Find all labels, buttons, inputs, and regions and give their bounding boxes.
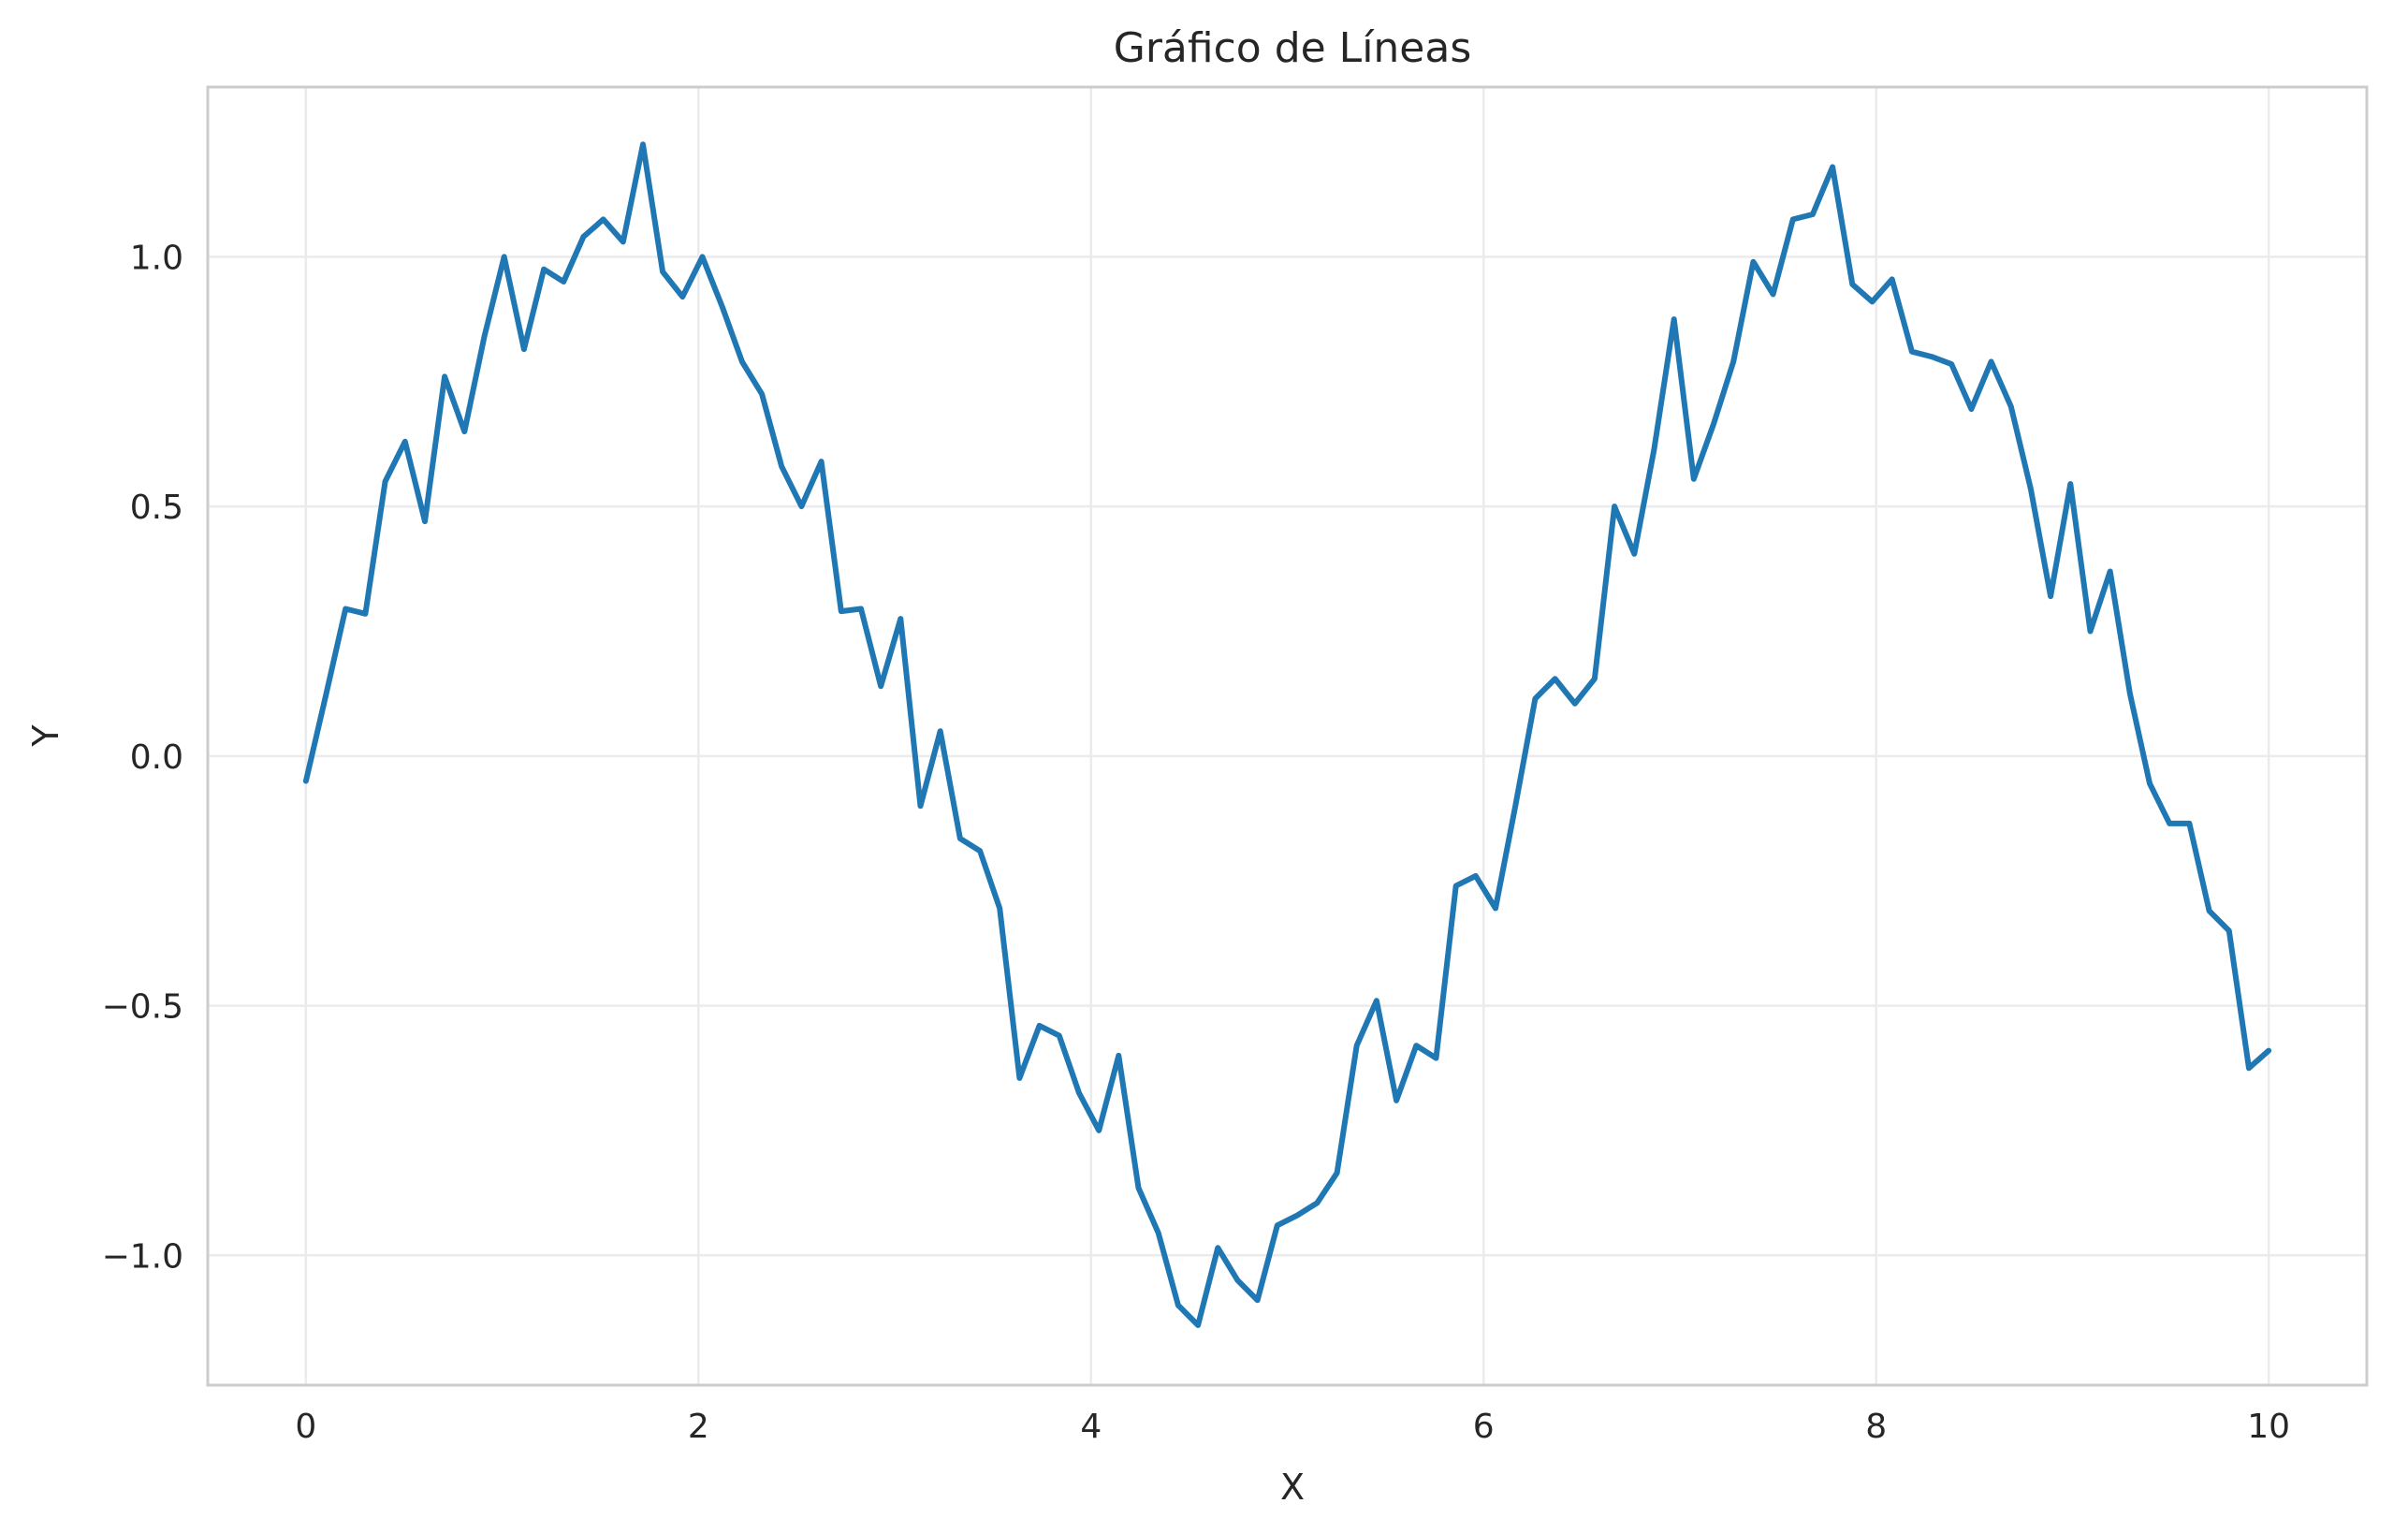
x-tick-label: 0 [295,1408,316,1446]
series-layer [302,141,2272,1328]
y-axis-ticks: −1.0 −0.5 0.0 0.5 1.0 [102,239,183,1276]
x-tick-label: 10 [2247,1408,2290,1446]
grid-lines [208,87,2367,1385]
y-tick-label: 0.0 [130,738,183,777]
y-tick-label: 1.0 [130,239,183,277]
y-tick-label: −1.0 [102,1237,183,1276]
y-tick-label: 0.5 [130,489,183,527]
x-tick-label: 4 [1080,1408,1102,1446]
y-axis-label: Y [25,724,66,748]
x-tick-label: 6 [1473,1408,1495,1446]
x-tick-label: 2 [688,1408,709,1446]
y-tick-label: −0.5 [102,988,183,1027]
x-axis-label: X [1280,1467,1305,1508]
chart-title: Gráfico de Líneas [1114,24,1472,72]
x-tick-label: 8 [1865,1408,1887,1446]
x-axis-ticks: 0 2 4 6 8 10 [295,1408,2290,1446]
plot-frame [206,85,2369,1387]
series-line [302,141,2272,1328]
